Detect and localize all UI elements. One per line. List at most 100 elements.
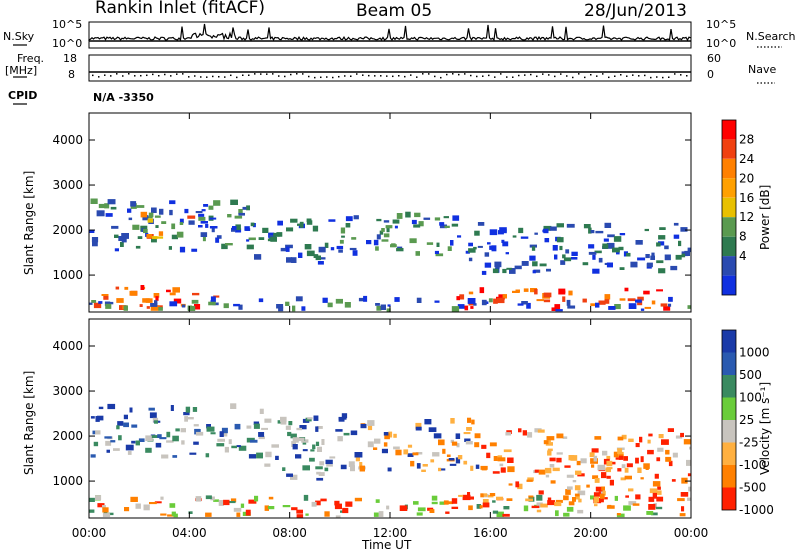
- velocity-echo-cell: [172, 455, 178, 458]
- power-echo-cell: [637, 296, 644, 301]
- velocity-echo-cell: [635, 457, 639, 464]
- nave-point: [164, 73, 166, 76]
- power-echo-cell: [96, 210, 105, 217]
- velocity-echo-cell: [536, 494, 543, 501]
- velocity-echo-cell: [549, 464, 555, 468]
- nave-point: [578, 73, 580, 75]
- velocity-colorbar-tick-label: -1000: [739, 503, 774, 517]
- power-echo-cell: [506, 267, 512, 270]
- velocity-echo-cell: [407, 453, 414, 457]
- power-echo-cell: [129, 290, 138, 296]
- power-echo-cell: [92, 241, 98, 247]
- power-echo-cell: [179, 246, 186, 253]
- power-echo-cell: [210, 296, 216, 302]
- velocity-echo-cell: [264, 463, 271, 467]
- nave-point: [596, 75, 598, 77]
- velocity-echo-cell: [393, 433, 397, 438]
- power-echo-cell: [306, 218, 312, 222]
- power-echo-cell: [616, 251, 620, 255]
- velocity-echo-cell: [324, 511, 330, 517]
- power-echo-cell: [651, 252, 655, 257]
- velocity-echo-cell: [438, 467, 442, 472]
- nave-point: [566, 75, 568, 77]
- power-echo-cell: [151, 238, 157, 243]
- velocity-echo-cell: [615, 457, 621, 460]
- power-echo-cell: [169, 292, 176, 296]
- power-echo-cell: [319, 257, 326, 260]
- nave-point: [680, 74, 682, 76]
- power-echo-cell: [467, 298, 476, 304]
- velocity-echo-cell: [386, 505, 390, 510]
- velocity-echo-cell: [544, 467, 552, 474]
- power-echo-cell: [644, 228, 649, 232]
- velocity-echo-cell: [233, 507, 242, 512]
- nave-point: [662, 76, 664, 79]
- power-echo-cell: [171, 223, 176, 230]
- velocity-colorbar-segment: [722, 397, 736, 420]
- nave-point: [686, 75, 688, 77]
- nave-point: [206, 76, 208, 78]
- power-echo-cell: [468, 248, 476, 253]
- velocity-echo-cell: [448, 501, 454, 505]
- velocity-echo-cell: [456, 443, 460, 448]
- velocity-echo-cell: [343, 432, 350, 436]
- nave-point: [314, 76, 316, 79]
- x-tick-label: 12:00: [373, 526, 408, 540]
- velocity-echo-cell: [297, 437, 305, 442]
- power-echo-cell: [468, 242, 473, 247]
- power-echo-cell: [114, 234, 119, 238]
- power-echo-cell: [385, 225, 393, 229]
- velocity-echo-cell: [305, 513, 309, 516]
- velocity-echo-cell: [515, 481, 520, 488]
- power-echo-cell: [592, 268, 600, 274]
- nave-tick-low: 0: [707, 68, 714, 81]
- power-echo-cell: [203, 204, 209, 207]
- nave-point: [464, 73, 466, 75]
- velocity-echo-cell: [556, 433, 564, 439]
- nave-point: [620, 74, 622, 76]
- velocity-echo-cell: [282, 505, 291, 508]
- velocity-echo-cell: [594, 478, 600, 483]
- nave-point: [506, 76, 508, 78]
- velocity-echo-cell: [124, 507, 130, 512]
- velocity-echo-cell: [502, 513, 510, 517]
- power-echo-cell: [423, 217, 431, 220]
- power-echo-cell: [623, 251, 628, 257]
- power-echo-cell: [647, 262, 653, 268]
- velocity-echo-cell: [465, 441, 473, 445]
- power-echo-cell: [415, 251, 420, 256]
- nave-point: [668, 76, 670, 79]
- power-echo-cell: [269, 235, 277, 239]
- velocity-echo-cell: [428, 427, 437, 432]
- power-echo-cell: [457, 235, 462, 238]
- velocity-echo-cell: [155, 442, 162, 448]
- velocity-echo-cell: [216, 443, 225, 447]
- power-echo-cell: [171, 234, 178, 240]
- velocity-echo-cell: [102, 513, 111, 517]
- velocity-echo-cell: [412, 452, 419, 456]
- power-colorbar-tick-label: 20: [739, 171, 754, 185]
- velocity-colorbar-tick-label: 100: [739, 391, 762, 405]
- velocity-echo-cell: [637, 467, 642, 473]
- nave-point: [260, 73, 262, 75]
- power-echo-cell: [387, 304, 391, 307]
- nave-point: [230, 74, 232, 77]
- power-echo-cell: [146, 306, 150, 309]
- velocity-echo-cell: [329, 456, 336, 459]
- velocity-echo-cell: [635, 494, 641, 500]
- nave-point: [218, 75, 220, 78]
- power-echo-cell: [169, 200, 176, 205]
- power-echo-cell: [604, 299, 610, 304]
- nave-point: [266, 73, 268, 75]
- power-echo-cell: [318, 246, 326, 253]
- velocity-echo-cell: [334, 503, 342, 510]
- power-echo-cell: [447, 246, 452, 251]
- velocity-echo-cell: [292, 437, 299, 443]
- power-echo-cell: [135, 245, 141, 249]
- power-echo-cell: [560, 260, 566, 265]
- power-echo-cell: [598, 257, 603, 263]
- nave-point: [470, 74, 472, 77]
- power-echo-cell: [114, 248, 119, 252]
- velocity-echo-cell: [125, 444, 134, 451]
- velocity-echo-cell: [605, 467, 611, 473]
